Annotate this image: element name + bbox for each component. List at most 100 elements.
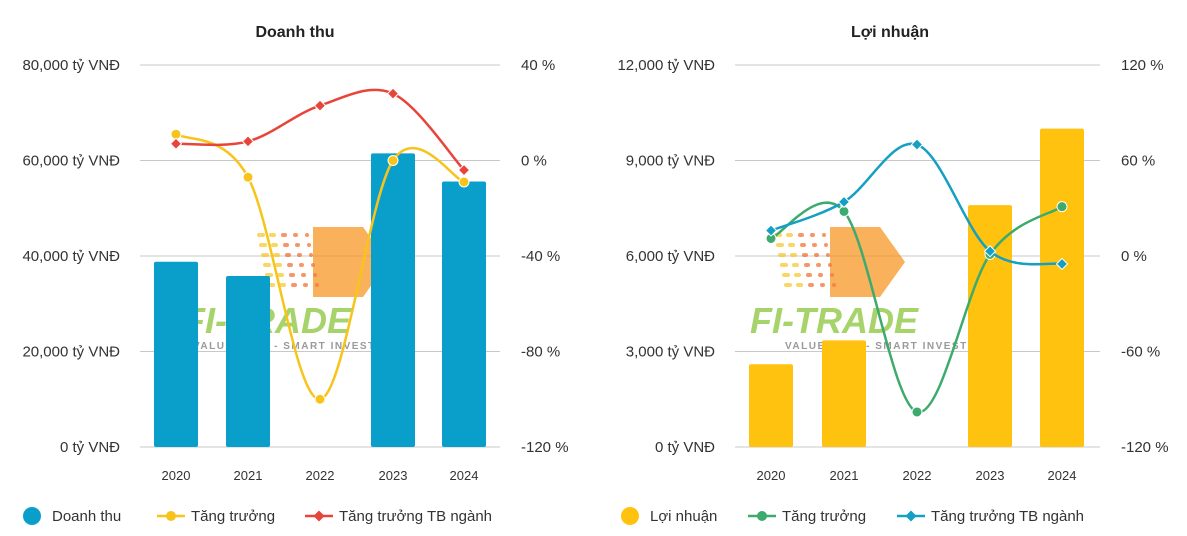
watermark-dash — [796, 283, 803, 287]
line-point-2 — [169, 137, 183, 150]
chart-title: Lợi nhuận — [851, 24, 929, 41]
legend-item: Tăng trưởng TB ngành — [897, 508, 1084, 525]
bar-2020 — [749, 364, 793, 447]
watermark-dash — [810, 233, 815, 237]
watermark-dash — [315, 283, 319, 287]
watermark-tagline: VALUE DATA - SMART INVEST — [193, 341, 376, 352]
y-left-tick-label: 9,000 tỷ VNĐ — [626, 153, 715, 170]
watermark-dash — [281, 233, 287, 237]
bar-2023 — [371, 153, 415, 447]
line-point-1 — [458, 176, 470, 188]
watermark-dash — [273, 253, 280, 257]
line-point-2 — [983, 245, 997, 258]
watermark-dash — [788, 243, 795, 247]
legend-swatch-marker — [757, 511, 767, 521]
watermark-dash — [283, 243, 289, 247]
watermark-dash — [307, 243, 311, 247]
x-tick-label: 2020 — [757, 468, 786, 483]
legend-item: Lợi nhuận — [621, 507, 717, 525]
watermark-dash — [832, 283, 836, 287]
chart-doanh-thu: Doanh thu 0 tỷ VNĐ 20,000 tỷ VNĐ 40,000 tỷ … — [22, 24, 569, 525]
watermark-dash — [257, 233, 265, 237]
bar-2023 — [968, 205, 1012, 447]
watermark-dash — [820, 283, 825, 287]
y-right-tick-label: 0 % — [1121, 248, 1147, 265]
line-point-2 — [910, 138, 924, 151]
y-left-tick-label: 12,000 tỷ VNĐ — [617, 57, 715, 74]
line-point-1 — [242, 171, 254, 183]
watermark-dash — [289, 273, 295, 277]
watermark-dash — [303, 283, 308, 287]
legend-swatch-circle — [23, 507, 41, 525]
y-right-tick-label: -120 % — [521, 439, 569, 456]
watermark-dash — [794, 273, 801, 277]
watermark-dash — [816, 263, 821, 267]
x-tick-label: 2022 — [903, 468, 932, 483]
bar-2021 — [226, 276, 270, 447]
watermark-dash — [812, 243, 817, 247]
watermark-dash — [806, 273, 812, 277]
watermark-dash — [293, 233, 298, 237]
line-point-1 — [387, 155, 399, 166]
y-right-tick-label: 0 % — [521, 153, 547, 170]
line-point-2 — [457, 163, 471, 177]
line-point-2 — [313, 99, 327, 112]
watermark-dash — [309, 253, 313, 257]
x-tick-label: 2023 — [976, 468, 1005, 483]
watermark-dash — [291, 283, 297, 287]
watermark-dash — [271, 243, 278, 247]
bar-2024 — [442, 181, 486, 447]
watermark-dash — [299, 263, 304, 267]
y-left-tick-label: 20,000 tỷ VNĐ — [22, 344, 120, 361]
watermark-dash — [285, 253, 291, 257]
watermark-dash — [297, 253, 302, 257]
watermark-dash — [782, 273, 790, 277]
watermark-tagline: VALUE DATA - SMART INVEST — [785, 341, 968, 352]
watermark-arrow-shape — [313, 227, 388, 297]
line-point-1 — [911, 406, 923, 418]
y-left-tick-label: 0 tỷ VNĐ — [60, 439, 120, 456]
x-tick-label: 2024 — [1048, 468, 1077, 483]
watermark-dash — [804, 263, 810, 267]
watermark-dash — [261, 253, 269, 257]
line-point-2 — [386, 87, 400, 100]
bar-2020 — [154, 261, 198, 447]
watermark-dash — [269, 233, 276, 237]
y-right-tick-label: -60 % — [1121, 344, 1160, 361]
watermark-dash — [776, 243, 784, 247]
watermark-dash — [301, 273, 306, 277]
bar-2024 — [1040, 128, 1084, 447]
legend-swatch-marker — [166, 511, 176, 521]
legend-item: Doanh thu — [23, 507, 121, 525]
legend-label: Lợi nhuận — [650, 508, 717, 525]
line-point-2 — [837, 195, 851, 209]
legend-label: Doanh thu — [52, 508, 121, 525]
watermark-dash — [305, 233, 309, 237]
y-right-tick-label: 40 % — [521, 57, 555, 74]
legend-swatch-circle — [621, 507, 639, 525]
watermark-dash — [265, 273, 273, 277]
watermark-dash — [828, 263, 832, 267]
y-right-tick-label: -80 % — [521, 344, 560, 361]
line-point-2 — [241, 135, 255, 148]
watermark-arrow-shape — [830, 227, 905, 297]
watermark-dash — [826, 253, 830, 257]
y-right-tick-label: 60 % — [1121, 153, 1155, 170]
y-left-tick-label: 3,000 tỷ VNĐ — [626, 344, 715, 361]
watermark-brand-text: FI-TRADE — [750, 300, 919, 341]
legend-label: Tăng trưởng TB ngành — [931, 508, 1084, 525]
x-tick-label: 2021 — [830, 468, 859, 483]
line-point-1 — [1056, 201, 1068, 213]
legend-item: Tăng trưởng TB ngành — [305, 508, 492, 525]
legend-item: Tăng trưởng — [748, 508, 866, 525]
watermark-dash — [808, 283, 814, 287]
legend-label: Tăng trưởng — [191, 508, 275, 525]
legend-label: Tăng trưởng — [782, 508, 866, 525]
watermark-dash — [830, 273, 834, 277]
watermark-dash — [780, 263, 788, 267]
watermark-dash — [824, 243, 828, 247]
bar-2021 — [822, 340, 866, 447]
watermark-dash — [798, 233, 804, 237]
